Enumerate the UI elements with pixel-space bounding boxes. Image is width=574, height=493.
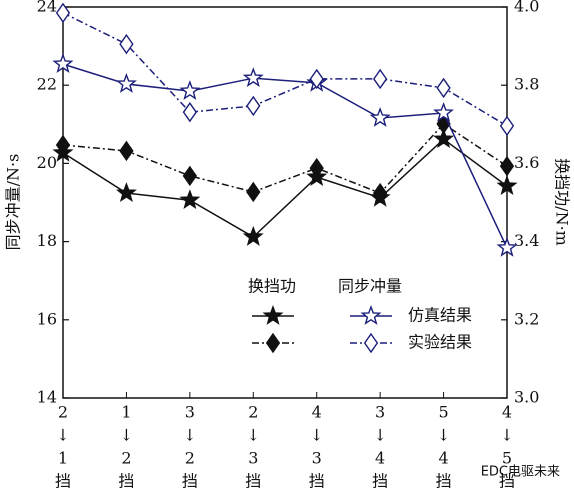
x-tick-char: 3 <box>312 449 322 468</box>
y2-tick-label: 3.6 <box>514 153 539 172</box>
x-tick-char: 4 <box>438 449 448 468</box>
y-axis-title: 同步冲量/N·s <box>4 154 23 251</box>
y2-tick-label: 3.2 <box>514 309 539 328</box>
series-line <box>62 122 508 194</box>
marker <box>265 332 281 354</box>
marker <box>242 225 264 246</box>
x-tick-char: 2 <box>121 449 131 468</box>
marker <box>262 304 284 325</box>
y2-tick-label: 3.8 <box>514 75 539 94</box>
marker <box>360 304 382 325</box>
x-tick-char: 3 <box>185 403 195 422</box>
y-tick-label: 20 <box>37 153 57 172</box>
series-line <box>62 12 508 127</box>
marker <box>499 115 515 137</box>
x-tick-char: 挡 <box>309 472 325 491</box>
x-tick-char: 5 <box>438 403 448 422</box>
y-tick-label: 16 <box>37 309 57 328</box>
x-tick-char: ↓ <box>56 426 69 445</box>
series-line <box>62 138 508 238</box>
x-tick-label: 3 ↓ 2 挡 <box>182 403 198 491</box>
x-tick-char: 挡 <box>118 472 134 491</box>
marker <box>372 68 388 90</box>
x-tick-char: 挡 <box>499 472 515 491</box>
x-tick-char: 挡 <box>55 472 71 491</box>
x-tick-char: 挡 <box>182 472 198 491</box>
marker <box>433 128 454 149</box>
x-tick-char: ↓ <box>120 426 133 445</box>
marker <box>433 102 454 122</box>
y2-axis-title: 换挡功/N·m <box>553 158 572 246</box>
marker <box>119 33 134 55</box>
marker <box>372 182 388 204</box>
y2-tick-label: 4.0 <box>514 0 539 16</box>
x-tick-char: 挡 <box>245 472 261 491</box>
x-tick-char: 2 <box>185 449 195 468</box>
series-line <box>62 63 508 249</box>
x-tick-char: 4 <box>502 403 512 422</box>
x-tick-label: 5 ↓ 4 挡 <box>436 403 452 491</box>
marker <box>363 332 379 354</box>
x-tick-char: ↓ <box>183 426 196 445</box>
legend-row: 仿真结果 <box>408 306 472 325</box>
y-tick-label: 22 <box>37 75 57 94</box>
y-tick-label: 18 <box>37 231 57 250</box>
x-tick-char: 2 <box>248 403 258 422</box>
y2-tick-label: 3.4 <box>514 231 539 250</box>
x-tick-char: ↓ <box>247 426 260 445</box>
watermark: EDC电驱未来 <box>481 465 560 480</box>
x-tick-char: 1 <box>121 403 131 422</box>
marker <box>55 134 71 156</box>
marker <box>246 95 261 117</box>
marker <box>496 236 518 257</box>
marker <box>182 165 198 187</box>
x-tick-char: 3 <box>248 449 258 468</box>
marker <box>116 182 137 203</box>
x-tick-char: ↓ <box>373 426 386 445</box>
marker <box>436 77 451 99</box>
marker <box>116 73 137 93</box>
marker <box>242 67 264 88</box>
marker <box>119 140 134 162</box>
x-tick-char: 挡 <box>436 472 452 491</box>
marker <box>55 2 71 24</box>
x-tick-label: 1 ↓ 2 挡 <box>118 403 134 491</box>
legend-row: 实验结果 <box>408 333 472 352</box>
x-tick-char: ↓ <box>500 426 513 445</box>
y-tick-label: 14 <box>37 388 57 407</box>
marker <box>496 175 518 196</box>
marker <box>309 157 324 179</box>
marker <box>52 53 74 74</box>
x-tick-char: 2 <box>58 403 68 422</box>
x-tick-char: 4 <box>312 403 322 422</box>
x-tick-char: 1 <box>58 449 68 468</box>
plot-frame <box>62 6 508 399</box>
x-tick-char: ↓ <box>310 426 323 445</box>
x-tick-label: 4 ↓ 3 挡 <box>309 403 325 491</box>
x-tick-char: 3 <box>375 403 385 422</box>
marker <box>369 107 391 127</box>
y-tick-label: 24 <box>37 0 57 16</box>
x-tick-char: 5 <box>502 449 512 468</box>
x-tick-char: 4 <box>375 449 385 468</box>
marker <box>179 80 201 100</box>
x-tick-char: ↓ <box>437 426 450 445</box>
marker <box>246 181 261 203</box>
marker <box>499 155 515 177</box>
y2-tick-label: 3.0 <box>514 388 539 407</box>
x-tick-label: 4 ↓ 5 挡 <box>499 403 515 491</box>
marker <box>309 68 324 90</box>
x-tick-label: 2 ↓ 1 挡 <box>55 403 71 491</box>
marker <box>179 189 201 210</box>
x-tick-label: 3 ↓ 4 挡 <box>372 403 388 491</box>
legend-column: 同步冲量 <box>338 277 402 296</box>
x-tick-label: 2 ↓ 3 挡 <box>245 403 261 491</box>
x-tick-char: 挡 <box>372 472 388 491</box>
marker <box>182 101 198 123</box>
legend-column: 换挡功 <box>248 277 296 296</box>
